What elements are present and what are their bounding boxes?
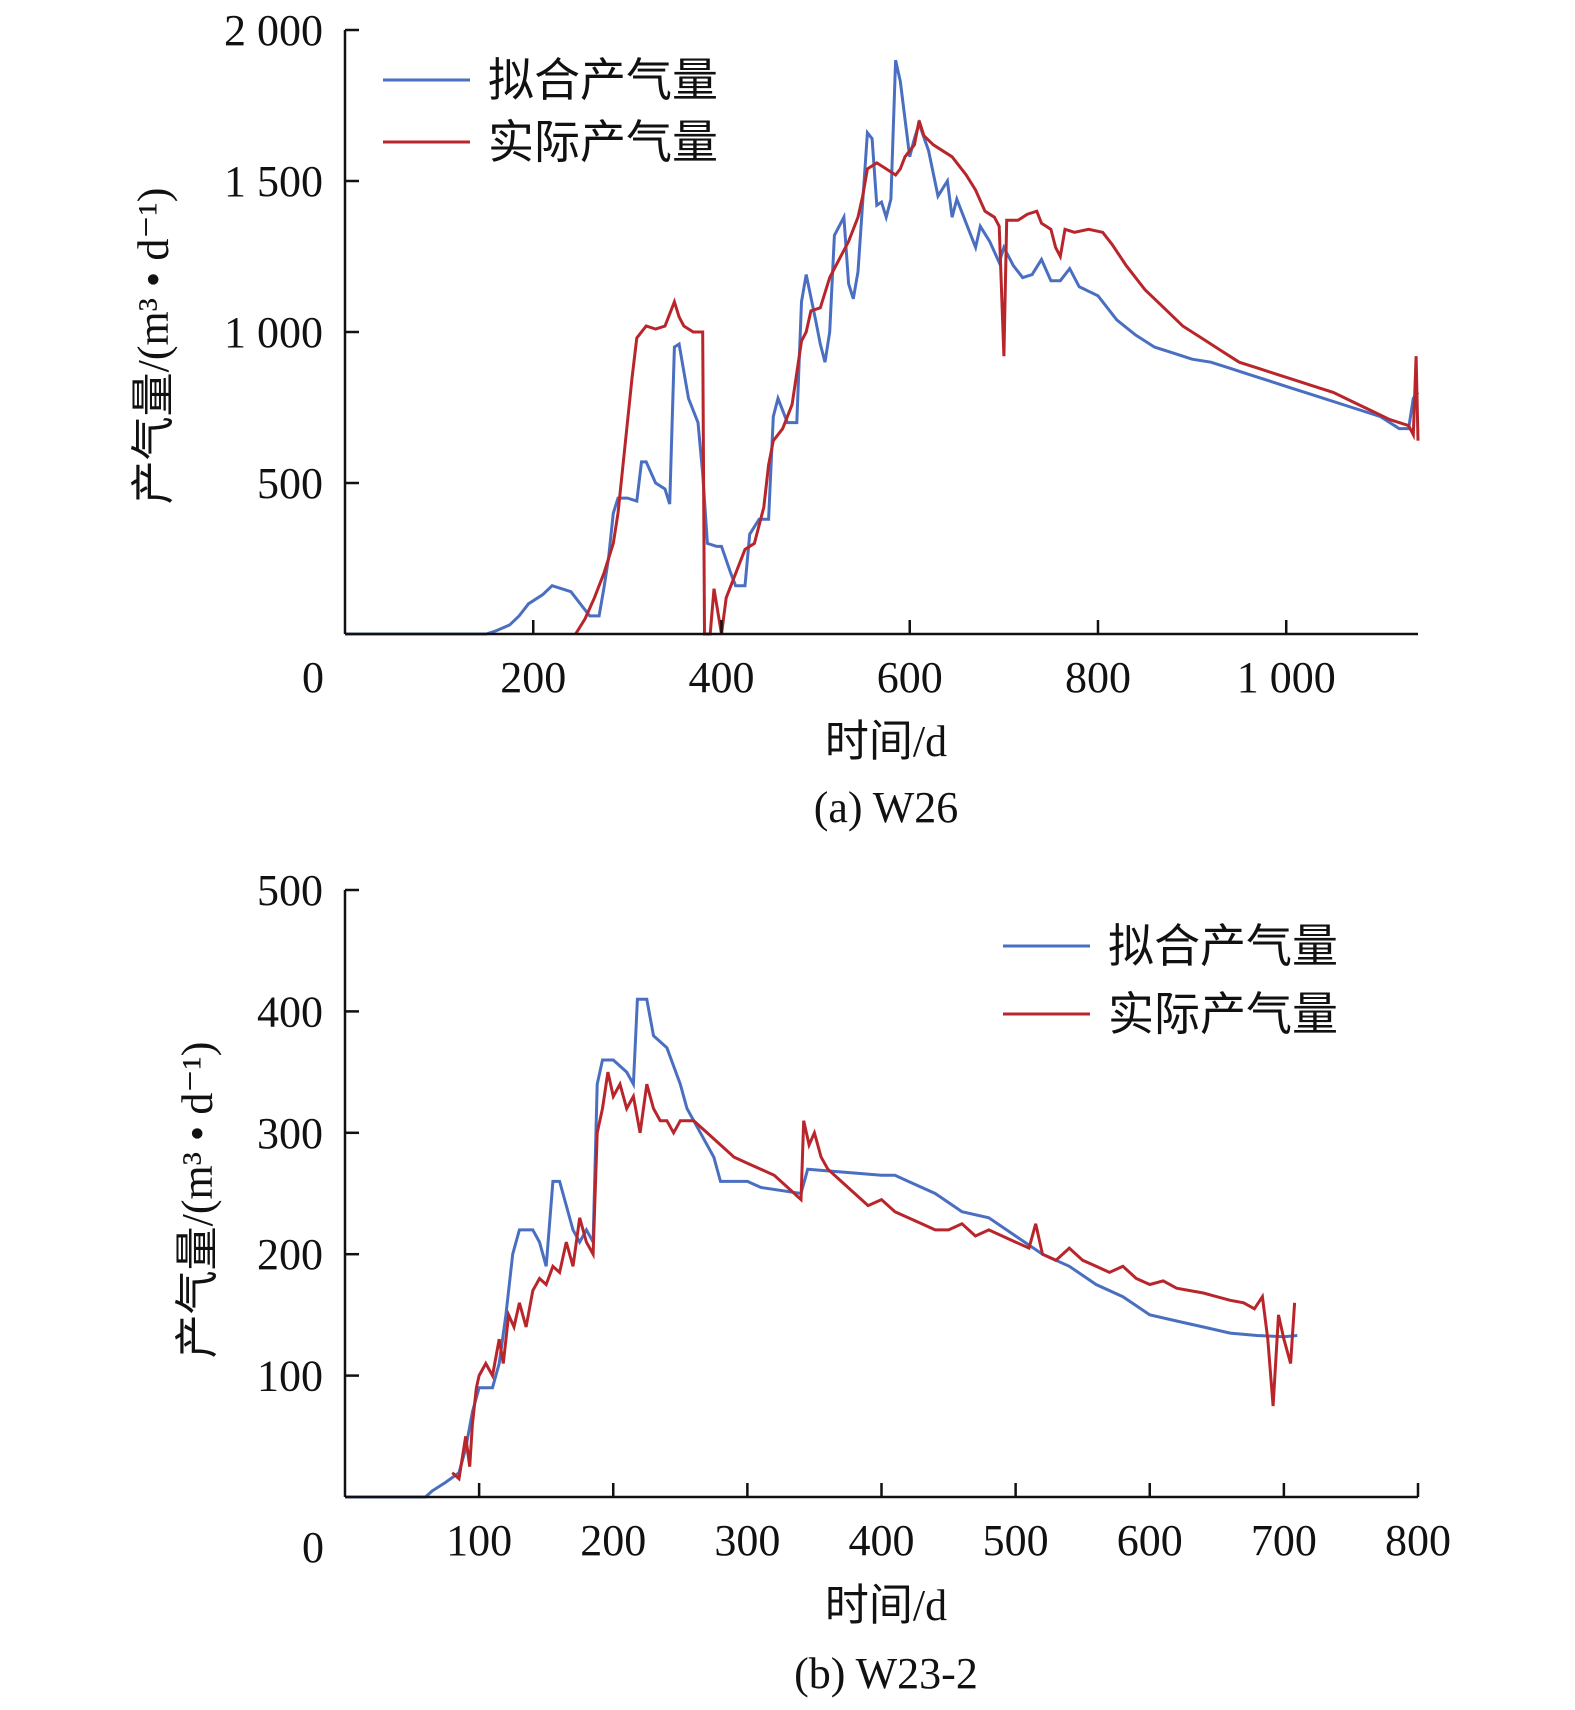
plot-area-a: 200 400 600 800 1 000 500 1 000 1 500 2 000: [224, 6, 1420, 702]
chart-panel-a: 200 400 600 800 1 000 500 1 000 1 500 2 000 0 时间…: [129, 6, 1420, 832]
y-tick-label-a: 2 000: [224, 6, 323, 55]
x-axis-title-b: 时间/d: [825, 1581, 947, 1630]
ticks-a: 200 400 600 800 1 000 500 1 000 1 500 2 000: [224, 6, 1336, 702]
legend-b: 拟合产气量 实际产气量: [1003, 919, 1338, 1041]
y-tick-label-a: 500: [257, 459, 323, 508]
plot-area-b: 100 200 300 400 500 600 700 800 100 200 300 400 500: [257, 866, 1451, 1565]
legend-label-fit-a: 拟合产气量: [488, 53, 718, 107]
origin-label-a: 0: [302, 653, 324, 702]
series-layer-a: [345, 59, 1420, 636]
x-tick-label-b: 300: [714, 1516, 780, 1565]
ticks-b: 100 200 300 400 500 600 700 800 100 200 300 400 500: [257, 866, 1451, 1565]
x-tick-label-b: 600: [1117, 1516, 1183, 1565]
y-tick-label-b: 300: [257, 1109, 323, 1158]
x-tick-label-b: 100: [446, 1516, 512, 1565]
y-tick-label-b: 200: [257, 1230, 323, 1279]
origin-label-b: 0: [302, 1523, 324, 1572]
x-axis-title-a: 时间/d: [825, 717, 947, 766]
chart-panel-b: 100 200 300 400 500 600 700 800100200300400500 …: [173, 866, 1451, 1698]
legend-a: 拟合产气量 实际产气量: [383, 53, 718, 169]
y-tick-label-a: 1 500: [224, 157, 323, 206]
y-tick-label-b: 400: [257, 987, 323, 1036]
series-line-actual-a: [574, 120, 1420, 636]
caption-a: (a) W26: [814, 783, 959, 832]
y-tick-label-a: 1 000: [224, 308, 323, 357]
x-tick-label-b: 700: [1251, 1516, 1317, 1565]
x-tick-label-a: 400: [688, 653, 754, 702]
caption-b: (b) W23-2: [794, 1649, 978, 1698]
y-axis-title-b: 产气量/(m³ • d⁻¹): [173, 1042, 222, 1359]
x-tick-label-a: 200: [500, 653, 566, 702]
series-line-actual-b: [451, 1071, 1297, 1482]
x-tick-label-a: 600: [877, 653, 943, 702]
x-tick-label-a: 800: [1065, 653, 1131, 702]
series-layer-b: [345, 997, 1298, 1499]
x-tick-label-b: 800: [1385, 1516, 1451, 1565]
x-tick-label-a: 1 000: [1237, 653, 1336, 702]
y-axis-title-a: 产气量/(m³ • d⁻¹): [129, 188, 178, 505]
y-tick-label-b: 500: [257, 866, 323, 915]
series-line-fit-a: [345, 59, 1420, 636]
x-tick-label-b: 200: [580, 1516, 646, 1565]
x-tick-label-b: 500: [983, 1516, 1049, 1565]
y-tick-label-b: 100: [257, 1352, 323, 1401]
x-tick-label-b: 400: [849, 1516, 915, 1565]
legend-label-actual-b: 实际产气量: [1108, 987, 1338, 1041]
series-line-fit-b: [345, 997, 1298, 1499]
legend-label-actual-a: 实际产气量: [488, 115, 718, 169]
legend-label-fit-b: 拟合产气量: [1108, 919, 1338, 973]
axes-b: [343, 890, 1418, 1499]
